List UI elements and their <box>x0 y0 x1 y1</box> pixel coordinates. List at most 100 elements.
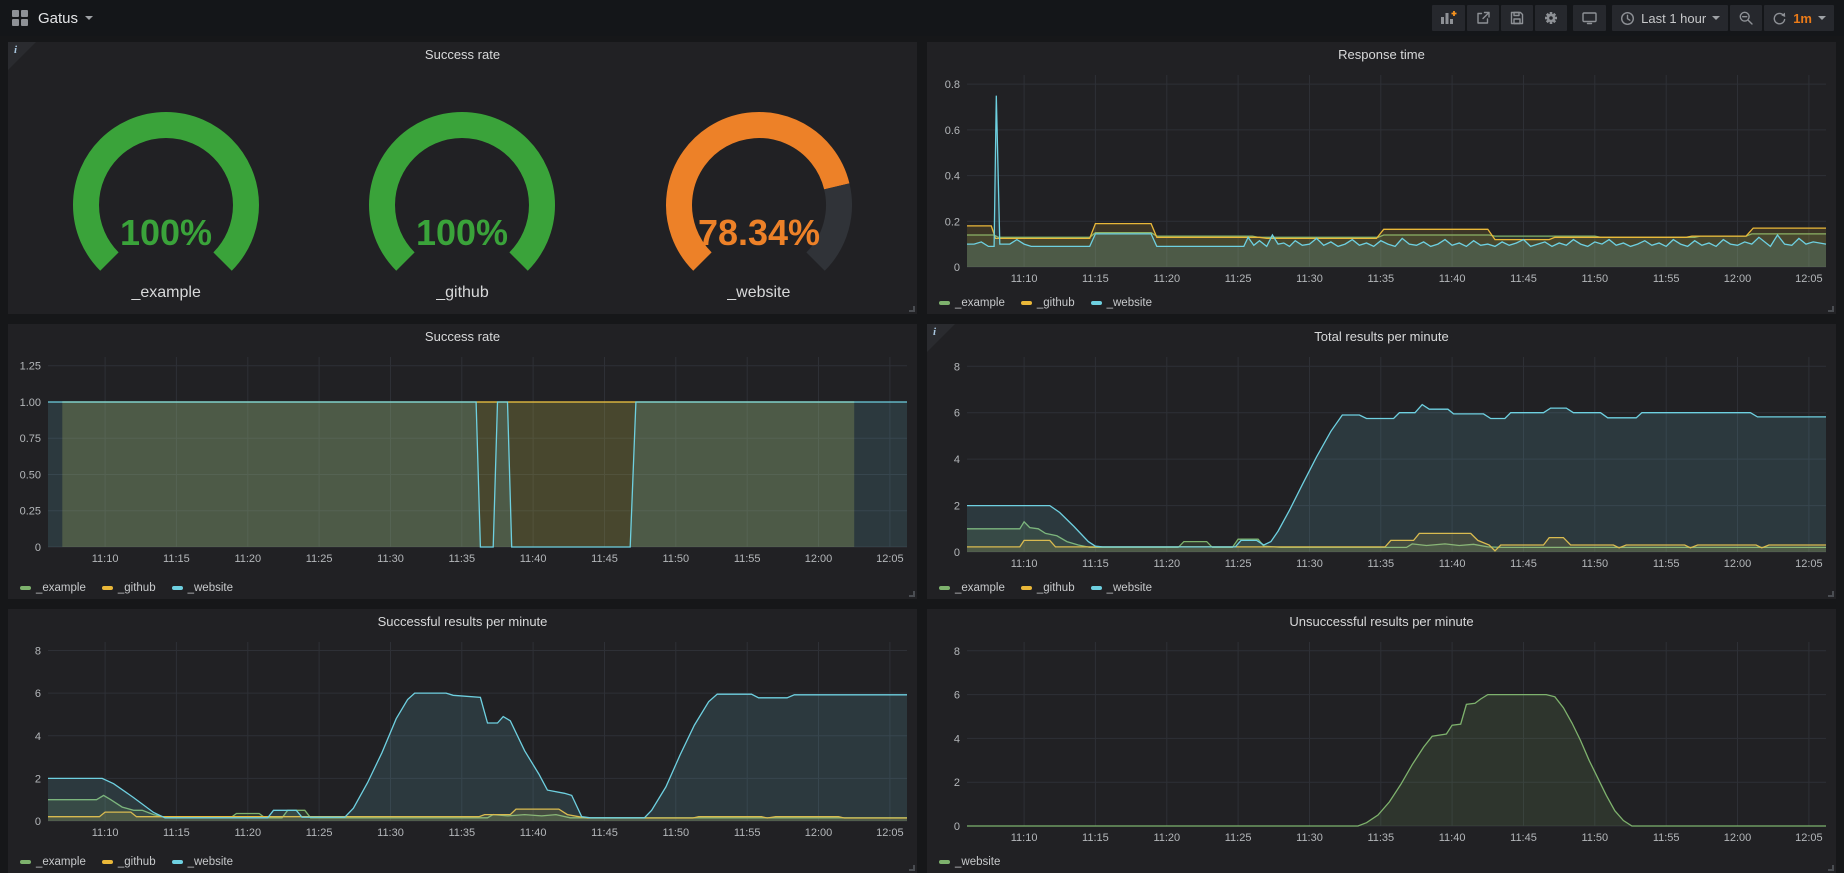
save-button[interactable] <box>1501 5 1533 31</box>
time-range-picker[interactable]: Last 1 hour <box>1612 5 1728 31</box>
save-icon <box>1509 10 1525 26</box>
panel-resize-handle[interactable] <box>1828 865 1834 871</box>
legend-series-name: _example <box>36 582 86 594</box>
legend-item[interactable]: _github <box>1021 297 1075 309</box>
info-icon[interactable]: i <box>14 44 17 56</box>
panel-title[interactable]: Success rate <box>8 42 917 67</box>
legend-item[interactable]: _website <box>1091 582 1152 594</box>
legend-color-marker <box>939 860 950 864</box>
svg-text:11:10: 11:10 <box>1011 273 1038 285</box>
dashboard-title-menu[interactable]: Gatus <box>38 10 93 27</box>
svg-text:11:25: 11:25 <box>1225 558 1252 570</box>
legend-item[interactable]: _example <box>939 297 1005 309</box>
svg-text:11:50: 11:50 <box>662 827 689 839</box>
svg-text:6: 6 <box>35 688 41 700</box>
panel-success-rate-gauges: Success rate 100% _example100% _github78… <box>8 42 917 314</box>
chart-svg[interactable]: 0246811:1011:1511:2011:2511:3011:3511:40… <box>8 634 917 841</box>
svg-text:11:15: 11:15 <box>1082 273 1109 285</box>
chart-legend: _website <box>927 851 1836 873</box>
legend-series-name: _website <box>188 856 233 868</box>
legend-color-marker <box>939 586 950 590</box>
gauge-label: _example <box>131 282 200 308</box>
panel-resize-handle[interactable] <box>909 306 915 312</box>
svg-text:2: 2 <box>954 777 960 789</box>
legend-color-marker <box>20 586 31 590</box>
svg-text:6: 6 <box>954 690 960 702</box>
svg-text:8: 8 <box>954 646 960 658</box>
chart-plot: 00.20.40.60.811:1011:1511:2011:2511:3011… <box>927 67 1836 292</box>
chart-plot: 0246811:1011:1511:2011:2511:3011:3511:40… <box>927 634 1836 851</box>
chart-svg[interactable]: 0246811:1011:1511:2011:2511:3011:3511:40… <box>927 634 1836 846</box>
legend-item[interactable]: _github <box>1021 582 1075 594</box>
cycle-view-button[interactable] <box>1573 5 1606 31</box>
panel-info-corner <box>927 324 955 352</box>
chart-svg[interactable]: 00.20.40.60.811:1011:1511:2011:2511:3011… <box>927 67 1836 287</box>
svg-text:11:45: 11:45 <box>591 827 618 839</box>
svg-text:11:10: 11:10 <box>92 553 119 565</box>
chart-plot: 0246811:1011:1511:2011:2511:3011:3511:40… <box>927 349 1836 577</box>
chevron-down-icon <box>1712 16 1720 20</box>
gauge-row: 100% _example100% _github78.34% _website <box>8 67 917 314</box>
svg-text:11:35: 11:35 <box>448 827 475 839</box>
legend-item[interactable]: _website <box>172 856 233 868</box>
legend-item[interactable]: _website <box>1091 297 1152 309</box>
dashboard-grid: Success rate 100% _example100% _github78… <box>0 36 1844 871</box>
svg-text:11:25: 11:25 <box>306 553 333 565</box>
panel-title[interactable]: Response time <box>927 42 1836 67</box>
legend-color-marker <box>172 586 183 590</box>
legend-item[interactable]: _example <box>20 582 86 594</box>
panel-resize-handle[interactable] <box>1828 306 1834 312</box>
gauge-label: _github <box>436 282 489 308</box>
panel-info-corner <box>8 42 36 70</box>
legend-item[interactable]: _example <box>939 582 1005 594</box>
panel-response-time: Response time 00.20.40.60.811:1011:1511:… <box>927 42 1836 314</box>
legend-item[interactable]: _website <box>939 856 1000 868</box>
svg-text:2: 2 <box>954 501 960 513</box>
legend-item[interactable]: _github <box>102 856 156 868</box>
chart-legend: _example _github _website <box>8 577 917 599</box>
legend-color-marker <box>102 860 113 864</box>
legend-item[interactable]: _github <box>102 582 156 594</box>
svg-text:11:40: 11:40 <box>1439 832 1466 844</box>
add-panel-button[interactable] <box>1432 5 1465 31</box>
share-button[interactable] <box>1467 5 1499 31</box>
panel-resize-handle[interactable] <box>1828 591 1834 597</box>
legend-color-marker <box>172 860 183 864</box>
panel-resize-handle[interactable] <box>909 591 915 597</box>
gauge-cell: 78.34% _website <box>611 69 907 308</box>
svg-text:100%: 100% <box>416 212 508 253</box>
legend-color-marker <box>20 860 31 864</box>
panel-title[interactable]: Unsuccessful results per minute <box>927 609 1836 634</box>
legend-item[interactable]: _example <box>20 856 86 868</box>
svg-text:11:50: 11:50 <box>662 553 689 565</box>
chart-svg[interactable]: 00.250.500.751.001.2511:1011:1511:2011:2… <box>8 349 917 567</box>
panel-unsuccessful-results: Unsuccessful results per minute 0246811:… <box>927 609 1836 873</box>
legend-item[interactable]: _website <box>172 582 233 594</box>
svg-text:11:30: 11:30 <box>377 553 404 565</box>
panel-successful-results: Successful results per minute 0246811:10… <box>8 609 917 873</box>
refresh-picker[interactable]: 1m <box>1764 5 1834 31</box>
chart-svg[interactable]: 0246811:1011:1511:2011:2511:3011:3511:40… <box>927 349 1836 572</box>
panel-title[interactable]: Total results per minute <box>927 324 1836 349</box>
zoom-out-button[interactable] <box>1730 5 1762 31</box>
svg-text:11:10: 11:10 <box>1011 558 1038 570</box>
svg-text:1.25: 1.25 <box>20 361 41 373</box>
settings-button[interactable] <box>1535 5 1567 31</box>
legend-color-marker <box>939 301 950 305</box>
svg-text:11:55: 11:55 <box>734 553 761 565</box>
panel-title[interactable]: Success rate <box>8 324 917 349</box>
legend-series-name: _website <box>188 582 233 594</box>
legend-color-marker <box>1021 301 1032 305</box>
svg-text:11:10: 11:10 <box>92 827 119 839</box>
svg-text:0: 0 <box>954 821 960 833</box>
apps-grid-icon[interactable] <box>12 10 28 26</box>
svg-text:12:00: 12:00 <box>805 827 833 839</box>
svg-text:11:50: 11:50 <box>1581 832 1608 844</box>
panel-title[interactable]: Successful results per minute <box>8 609 917 634</box>
info-icon[interactable]: i <box>933 326 936 338</box>
svg-text:11:45: 11:45 <box>1510 832 1537 844</box>
legend-color-marker <box>1091 301 1102 305</box>
legend-series-name: _example <box>36 856 86 868</box>
panel-resize-handle[interactable] <box>909 865 915 871</box>
svg-text:12:05: 12:05 <box>876 553 904 565</box>
